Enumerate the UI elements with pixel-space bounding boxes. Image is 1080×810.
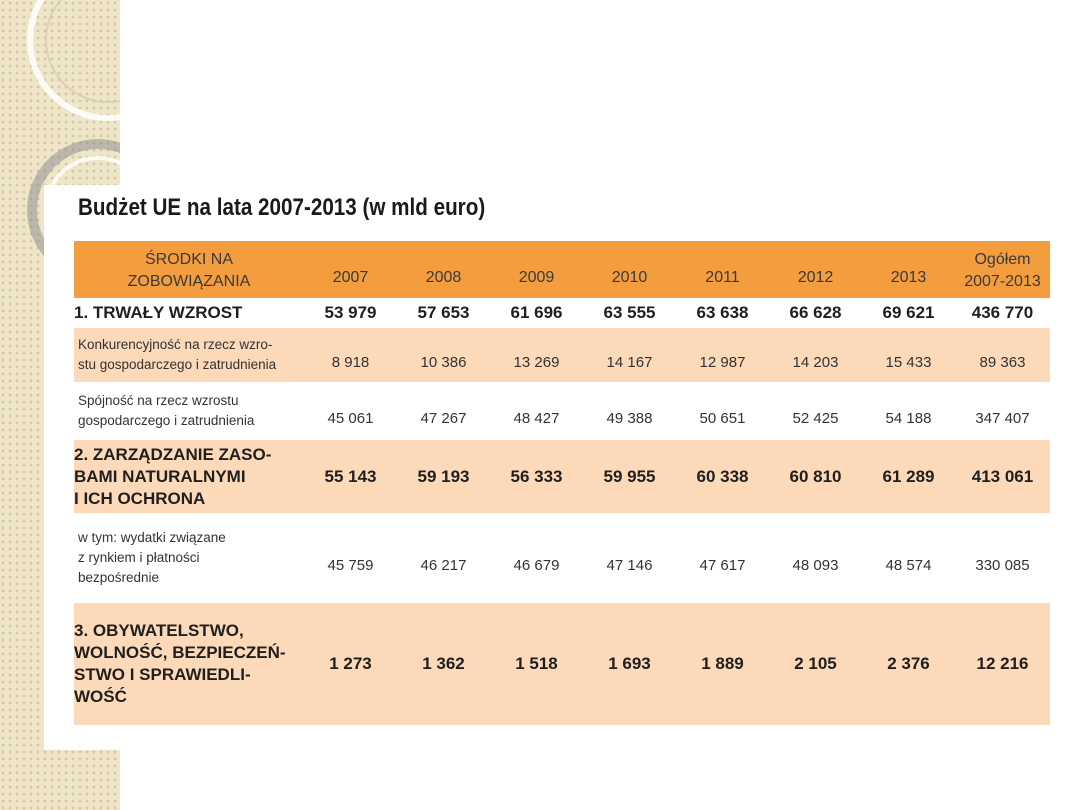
table-header-row: ŚRODKI NA ZOBOWIĄZANIA 2007 2008 2009 20…	[74, 241, 1050, 298]
cell-value: 45 061	[327, 409, 374, 427]
cell-value: 50 651	[699, 409, 746, 427]
budget-table: ŚRODKI NA ZOBOWIĄZANIA 2007 2008 2009 20…	[74, 241, 1050, 725]
row-label: w tym: wydatki związane z rynkiem i płat…	[78, 530, 226, 585]
header-year-2007: 2007	[332, 268, 369, 286]
cell-value: 69 621	[882, 303, 935, 322]
cell-value: 2 376	[887, 654, 930, 673]
cell-value: 10 386	[420, 353, 467, 371]
row-label: Konkurencyjność na rzecz wzro- stu gospo…	[78, 337, 277, 372]
header-year-2010: 2010	[611, 268, 648, 286]
cell-value: 8 918	[331, 353, 370, 371]
header-year-2013: 2013	[890, 268, 927, 286]
cell-value: 56 333	[510, 466, 563, 486]
cell-value: 48 427	[513, 409, 560, 427]
header-year-2012: 2012	[797, 268, 834, 286]
header-year-2008: 2008	[425, 268, 462, 286]
cell-value: 1 693	[608, 654, 651, 673]
table-row: w tym: wydatki związane z rynkiem i płat…	[74, 513, 1050, 603]
cell-total: 12 216	[976, 654, 1029, 673]
row-label: 1. TRWAŁY WZROST	[74, 303, 243, 322]
cell-value: 14 167	[606, 353, 653, 371]
cell-value: 13 269	[513, 353, 560, 371]
content-panel	[44, 185, 1080, 750]
cell-value: 54 188	[885, 409, 932, 427]
row-label: Spójność na rzecz wzrostu gospodarczego …	[78, 393, 255, 428]
cell-value: 66 628	[789, 303, 842, 322]
cell-value: 47 146	[606, 556, 653, 574]
table-row: Konkurencyjność na rzecz wzro- stu gospo…	[74, 328, 1050, 382]
cell-value: 52 425	[792, 409, 839, 427]
cell-value: 2 105	[794, 654, 837, 673]
cell-value: 61 289	[882, 466, 935, 486]
cell-value: 1 362	[422, 654, 465, 673]
cell-total: 436 770	[971, 303, 1034, 322]
cell-value: 59 193	[417, 466, 470, 486]
cell-value: 14 203	[792, 353, 839, 371]
cell-value: 55 143	[324, 466, 377, 486]
cell-value: 61 696	[510, 303, 563, 322]
cell-value: 49 388	[606, 409, 653, 427]
cell-value: 46 217	[420, 556, 467, 574]
cell-value: 1 889	[701, 654, 744, 673]
cell-value: 46 679	[513, 556, 560, 574]
page-title: Budżet UE na lata 2007-2013 (w mld euro)	[78, 194, 486, 221]
row-label: 2. ZARZĄDZANIE ZASO- BAMI NATURALNYMI I …	[74, 444, 272, 508]
cell-value: 45 759	[327, 556, 374, 574]
cell-total: 89 363	[979, 353, 1026, 371]
cell-value: 57 653	[417, 303, 470, 322]
cell-value: 63 638	[696, 303, 749, 322]
cell-value: 1 518	[515, 654, 558, 673]
cell-value: 48 093	[792, 556, 839, 574]
cell-value: 60 810	[789, 466, 842, 486]
table-row: Spójność na rzecz wzrostu gospodarczego …	[74, 382, 1050, 440]
table-row: 2. ZARZĄDZANIE ZASO- BAMI NATURALNYMI I …	[74, 440, 1050, 513]
table-row: 1. TRWAŁY WZROST 53 979 57 653 61 696 63…	[74, 298, 1050, 328]
cell-value: 53 979	[324, 303, 377, 322]
cell-value: 63 555	[603, 303, 656, 322]
cell-value: 1 273	[329, 654, 372, 673]
cell-value: 60 338	[696, 466, 749, 486]
header-year-2009: 2009	[518, 268, 555, 286]
cell-value: 47 617	[699, 556, 746, 574]
row-label: 3. OBYWATELSTWO, WOLNOŚĆ, BEZPIECZEŃ- ST…	[74, 621, 286, 706]
cell-value: 15 433	[885, 353, 932, 371]
cell-total: 330 085	[975, 556, 1030, 574]
header-year-2011: 2011	[705, 268, 740, 286]
cell-value: 59 955	[603, 466, 656, 486]
table-row: 3. OBYWATELSTWO, WOLNOŚĆ, BEZPIECZEŃ- ST…	[74, 603, 1050, 725]
cell-total: 347 407	[975, 409, 1030, 427]
header-total: Ogółem 2007-2013	[964, 250, 1041, 290]
cell-total: 413 061	[971, 466, 1034, 486]
cell-value: 48 574	[885, 556, 932, 574]
header-label: ŚRODKI NA ZOBOWIĄZANIA	[127, 250, 251, 290]
cell-value: 12 987	[699, 353, 746, 371]
cell-value: 47 267	[420, 409, 467, 427]
